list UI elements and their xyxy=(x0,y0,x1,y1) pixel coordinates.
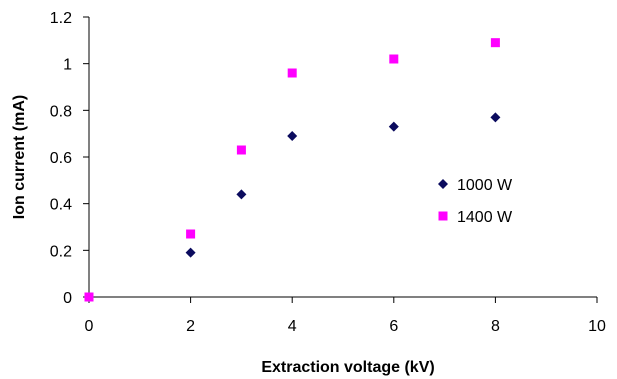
legend: 1000 W 1400 W xyxy=(438,177,513,226)
data-point xyxy=(185,247,196,258)
series-2 xyxy=(84,38,500,302)
y-tick-label: 0.2 xyxy=(50,243,72,260)
y-axis-title: Ion current (mA) xyxy=(11,95,28,219)
legend-entry: 1400 W xyxy=(438,209,513,226)
data-point xyxy=(490,112,501,123)
axes xyxy=(83,16,598,303)
data-point xyxy=(236,189,247,200)
data-point xyxy=(490,38,500,48)
y-tick-label: 0.6 xyxy=(50,150,72,167)
x-tick-label: 6 xyxy=(389,318,398,335)
data-point xyxy=(236,145,246,155)
y-tick-label: 1.2 xyxy=(50,10,72,27)
x-tick-label: 10 xyxy=(588,318,606,335)
x-tick-label: 4 xyxy=(288,318,297,335)
data-point xyxy=(388,121,399,132)
x-tick-label: 8 xyxy=(491,318,500,335)
y-tick-label: 0.8 xyxy=(50,103,72,120)
x-axis-title: Extraction voltage (kV) xyxy=(261,359,434,376)
legend-label: 1000 W xyxy=(457,177,513,194)
data-points xyxy=(84,38,501,302)
y-tick-label: 1 xyxy=(63,57,72,74)
x-tick-label: 0 xyxy=(85,318,94,335)
legend-label: 1400 W xyxy=(457,209,513,226)
series-1 xyxy=(84,112,501,302)
y-tick-label: 0 xyxy=(63,290,72,307)
legend-entry: 1000 W xyxy=(438,177,513,194)
legend-marker xyxy=(438,211,448,221)
data-point xyxy=(287,68,297,78)
tick-labels: 0 2 4 6 8 10 0 0.2 0.4 0.6 0.8 1 1.2 xyxy=(50,10,606,335)
data-point xyxy=(389,54,399,64)
y-tick-label: 0.4 xyxy=(50,197,72,214)
legend-marker xyxy=(438,179,448,189)
data-point xyxy=(84,292,94,302)
data-point xyxy=(186,229,196,239)
data-point xyxy=(287,131,298,141)
x-tick-label: 2 xyxy=(186,318,195,335)
